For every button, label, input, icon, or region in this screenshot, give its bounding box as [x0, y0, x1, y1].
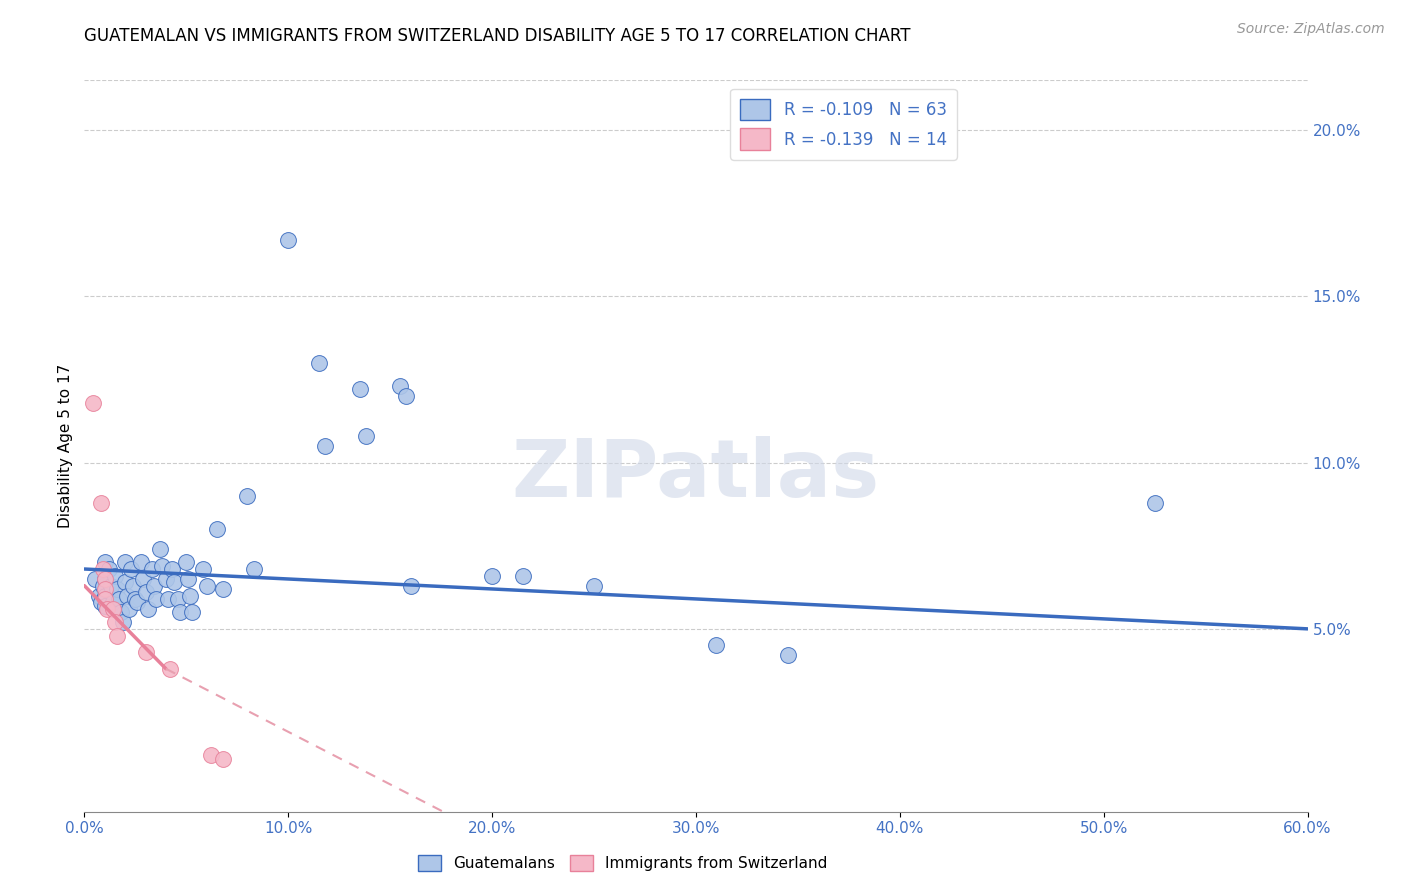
Point	[212, 582, 235, 596]
Point	[176, 555, 198, 569]
Point	[155, 572, 177, 586]
Point	[120, 562, 142, 576]
Point	[150, 558, 173, 573]
Point	[308, 356, 330, 370]
Text: Source: ZipAtlas.com: Source: ZipAtlas.com	[1237, 22, 1385, 37]
Point	[200, 748, 222, 763]
Point	[481, 568, 503, 582]
Point	[112, 615, 135, 630]
Point	[141, 562, 163, 576]
Point	[97, 562, 120, 576]
Point	[90, 595, 112, 609]
Point	[156, 591, 179, 606]
Point	[90, 495, 112, 509]
Point	[1143, 495, 1166, 509]
Point	[149, 542, 172, 557]
Point	[236, 489, 259, 503]
Point	[163, 575, 186, 590]
Point	[91, 579, 114, 593]
Point	[122, 579, 145, 593]
Point	[145, 591, 167, 606]
Point	[399, 579, 422, 593]
Point	[101, 595, 124, 609]
Point	[108, 591, 131, 606]
Point	[583, 579, 606, 593]
Point	[87, 589, 110, 603]
Point	[706, 639, 728, 653]
Point	[135, 645, 157, 659]
Point	[104, 568, 127, 582]
Point	[191, 562, 214, 576]
Point	[181, 605, 204, 619]
Point	[167, 591, 190, 606]
Point	[205, 522, 228, 536]
Text: GUATEMALAN VS IMMIGRANTS FROM SWITZERLAND DISABILITY AGE 5 TO 17 CORRELATION CHA: GUATEMALAN VS IMMIGRANTS FROM SWITZERLAN…	[84, 27, 911, 45]
Point	[115, 589, 138, 603]
Point	[93, 572, 117, 586]
Point	[91, 562, 114, 576]
Point	[132, 572, 155, 586]
Point	[159, 662, 181, 676]
Point	[93, 572, 117, 586]
Point	[118, 602, 141, 616]
Point	[277, 233, 299, 247]
Point	[354, 429, 377, 443]
Point	[195, 579, 218, 593]
Point	[93, 582, 117, 596]
Point	[93, 591, 117, 606]
Legend: Guatemalans, Immigrants from Switzerland: Guatemalans, Immigrants from Switzerland	[412, 849, 834, 877]
Point	[124, 591, 146, 606]
Point	[100, 579, 122, 593]
Point	[349, 383, 371, 397]
Point	[114, 575, 136, 590]
Point	[93, 589, 117, 603]
Point	[395, 389, 418, 403]
Point	[135, 585, 157, 599]
Text: ZIPatlas: ZIPatlas	[512, 436, 880, 515]
Point	[101, 602, 124, 616]
Point	[114, 555, 136, 569]
Point	[136, 602, 159, 616]
Point	[93, 555, 117, 569]
Point	[142, 579, 165, 593]
Point	[93, 599, 117, 613]
Point	[512, 568, 534, 582]
Point	[83, 572, 105, 586]
Point	[314, 439, 336, 453]
Point	[177, 572, 200, 586]
Point	[169, 605, 191, 619]
Point	[179, 589, 201, 603]
Point	[131, 555, 153, 569]
Point	[127, 595, 149, 609]
Y-axis label: Disability Age 5 to 17: Disability Age 5 to 17	[58, 364, 73, 528]
Point	[105, 582, 128, 596]
Point	[389, 379, 412, 393]
Point	[160, 562, 183, 576]
Point	[212, 751, 235, 765]
Point	[110, 605, 132, 619]
Point	[82, 396, 104, 410]
Point	[242, 562, 264, 576]
Point	[776, 648, 799, 663]
Point	[96, 602, 118, 616]
Point	[105, 628, 128, 642]
Point	[104, 615, 127, 630]
